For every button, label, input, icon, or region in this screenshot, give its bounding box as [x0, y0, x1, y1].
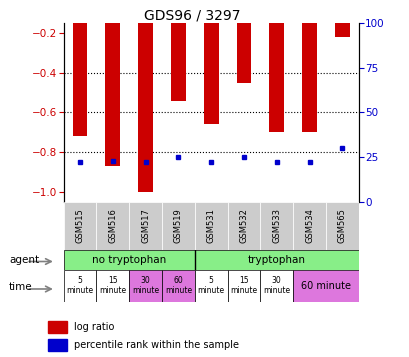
FancyBboxPatch shape: [96, 270, 129, 302]
Bar: [301, 0, 316, 132]
FancyBboxPatch shape: [194, 270, 227, 302]
FancyBboxPatch shape: [162, 270, 194, 302]
FancyBboxPatch shape: [63, 250, 194, 270]
FancyBboxPatch shape: [194, 250, 358, 270]
FancyBboxPatch shape: [129, 202, 162, 250]
Bar: [138, 0, 153, 192]
FancyBboxPatch shape: [162, 202, 194, 250]
Bar: [236, 0, 251, 83]
Text: GSM565: GSM565: [337, 208, 346, 243]
FancyBboxPatch shape: [325, 202, 358, 250]
Text: GSM533: GSM533: [272, 208, 281, 243]
FancyBboxPatch shape: [63, 202, 96, 250]
FancyBboxPatch shape: [260, 270, 292, 302]
Text: 60
minute: 60 minute: [164, 276, 191, 295]
FancyBboxPatch shape: [194, 202, 227, 250]
Text: time: time: [9, 282, 33, 292]
Text: GSM515: GSM515: [75, 208, 84, 243]
FancyBboxPatch shape: [129, 270, 162, 302]
Text: GSM534: GSM534: [304, 208, 313, 243]
FancyBboxPatch shape: [227, 270, 260, 302]
FancyBboxPatch shape: [260, 202, 292, 250]
Text: GSM516: GSM516: [108, 208, 117, 243]
Text: GSM519: GSM519: [173, 208, 182, 243]
Text: 60 minute: 60 minute: [300, 281, 350, 291]
Text: 5
minute: 5 minute: [66, 276, 93, 295]
Text: 15
minute: 15 minute: [230, 276, 257, 295]
Text: tryptophan: tryptophan: [247, 255, 305, 265]
Bar: [203, 0, 218, 124]
Text: agent: agent: [9, 255, 39, 265]
Bar: [48, 339, 67, 351]
Text: GSM531: GSM531: [206, 208, 215, 243]
Text: 15
minute: 15 minute: [99, 276, 126, 295]
Text: GSM532: GSM532: [239, 208, 248, 243]
FancyBboxPatch shape: [96, 202, 129, 250]
FancyBboxPatch shape: [292, 270, 358, 302]
Bar: [171, 0, 185, 101]
Text: percentile rank within the sample: percentile rank within the sample: [74, 340, 238, 350]
FancyBboxPatch shape: [292, 202, 325, 250]
Text: log ratio: log ratio: [74, 322, 114, 332]
Bar: [105, 0, 120, 166]
Text: no tryptophan: no tryptophan: [92, 255, 166, 265]
Bar: [48, 321, 67, 333]
Bar: [334, 0, 349, 37]
Bar: [72, 0, 87, 136]
FancyBboxPatch shape: [227, 202, 260, 250]
Text: 30
minute: 30 minute: [132, 276, 159, 295]
Text: GSM517: GSM517: [141, 208, 150, 243]
FancyBboxPatch shape: [63, 270, 96, 302]
Bar: [269, 0, 283, 132]
Text: 5
minute: 5 minute: [197, 276, 224, 295]
Text: GDS96 / 3297: GDS96 / 3297: [144, 9, 240, 23]
Text: 30
minute: 30 minute: [263, 276, 290, 295]
